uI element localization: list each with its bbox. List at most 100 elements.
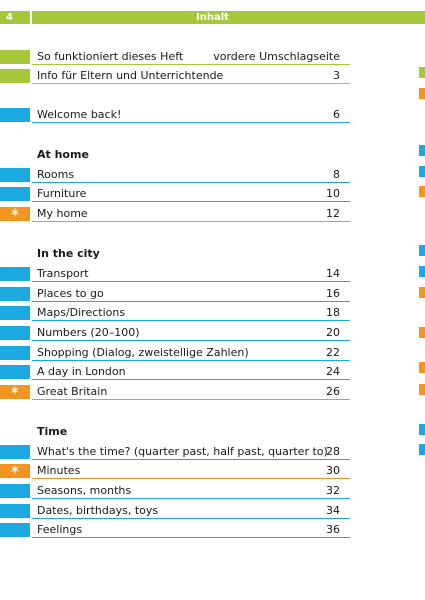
toc-entry-page: 10	[326, 187, 340, 200]
color-marker	[0, 108, 30, 122]
toc-entry-page: 34	[326, 504, 340, 517]
toc-row[interactable]: ✶ Minutes 30	[0, 463, 350, 479]
toc-row-underline	[32, 301, 350, 302]
color-marker	[0, 346, 30, 360]
toc-entry-label: Maps/Directions	[37, 306, 126, 319]
star-marker: ✶	[0, 464, 30, 478]
toc-entry-page: 24	[326, 365, 340, 378]
edge-color-tab	[419, 166, 425, 177]
toc-entry-label: Numbers (20–100)	[37, 326, 140, 339]
toc-row-underline	[32, 518, 350, 519]
toc-entry-label: So funktioniert dieses Heft	[37, 50, 184, 63]
star-marker: ✶	[0, 207, 30, 221]
toc-row[interactable]: Shopping (Dialog, zweistellige Zahlen) 22	[0, 345, 350, 361]
toc-entry-label: Dates, birthdays, toys	[37, 504, 159, 517]
toc-entry-page: 20	[326, 326, 340, 339]
toc-row[interactable]: Numbers (20–100) 20	[0, 325, 350, 341]
toc-row[interactable]: Dates, birthdays, toys 34	[0, 503, 350, 519]
toc-row[interactable]: Maps/Directions 18	[0, 305, 350, 321]
star-icon: ✶	[9, 384, 21, 399]
star-icon: ✶	[9, 206, 21, 221]
color-marker	[0, 69, 30, 83]
toc-row[interactable]: A day in London 24	[0, 364, 350, 380]
edge-color-tab	[419, 327, 425, 338]
toc-row[interactable]: Info für Eltern und Unterrichtende 3	[0, 68, 350, 84]
toc-row-underline	[32, 360, 350, 361]
edge-color-tab	[419, 186, 425, 197]
toc-row-underline	[32, 498, 350, 499]
toc-entry-label: Furniture	[37, 187, 87, 200]
color-marker	[0, 306, 30, 320]
section-heading: In the city	[37, 247, 100, 260]
toc-row[interactable]: Places to go 16	[0, 286, 350, 302]
toc-entry-label: Great Britain	[37, 385, 108, 398]
edge-color-tab	[419, 88, 425, 99]
toc-row[interactable]: Transport 14	[0, 266, 350, 282]
toc-entry-page: 26	[326, 385, 340, 398]
toc-entry-page: 36	[326, 523, 340, 536]
edge-color-tab	[419, 145, 425, 156]
header-bar	[0, 11, 425, 24]
toc-row[interactable]: So funktioniert dieses Heft vordere Umsch…	[0, 49, 350, 65]
color-marker	[0, 445, 30, 459]
color-marker	[0, 50, 30, 64]
toc-entry-label: Places to go	[37, 287, 104, 300]
edge-color-tab	[419, 266, 425, 277]
color-marker	[0, 267, 30, 281]
toc-row[interactable]: Furniture 10	[0, 186, 350, 202]
star-marker: ✶	[0, 385, 30, 399]
toc-entry-label: Transport	[37, 267, 89, 280]
toc-entry-page: vordere Umschlagseite	[213, 50, 340, 63]
color-marker	[0, 168, 30, 182]
toc-row[interactable]: ✶ My home 12	[0, 206, 350, 222]
color-marker	[0, 484, 30, 498]
color-marker	[0, 187, 30, 201]
toc-row-underline	[32, 201, 350, 202]
color-marker	[0, 365, 30, 379]
edge-color-tab	[419, 362, 425, 373]
toc-entry-label: What's the time? (quarter past, half pas…	[37, 445, 328, 458]
toc-row-underline	[32, 83, 350, 84]
toc-row-underline	[32, 182, 350, 183]
star-icon: ✶	[9, 463, 21, 478]
section-heading: At home	[37, 148, 89, 161]
toc-entry-page: 14	[326, 267, 340, 280]
edge-color-tab	[419, 287, 425, 298]
toc-entry-page: 8	[333, 168, 340, 181]
toc-entry-page: 22	[326, 346, 340, 359]
toc-entry-page: 18	[326, 306, 340, 319]
toc-row-underline	[32, 221, 350, 222]
toc-row-underline	[32, 459, 350, 460]
edge-color-tab	[419, 67, 425, 78]
toc-entry-label: Minutes	[37, 464, 81, 477]
color-marker	[0, 504, 30, 518]
toc-entry-label: Info für Eltern und Unterrichtende	[37, 69, 224, 82]
toc-row[interactable]: What's the time? (quarter past, half pas…	[0, 444, 350, 460]
toc-entry-page: 6	[333, 108, 340, 121]
toc-row-underline	[32, 399, 350, 400]
toc-row-underline	[32, 122, 350, 123]
toc-entry-label: My home	[37, 207, 88, 220]
toc-entry-page: 3	[333, 69, 340, 82]
toc-row[interactable]: Rooms 8	[0, 167, 350, 183]
toc-entry-label: A day in London	[37, 365, 126, 378]
edge-color-tab	[419, 384, 425, 395]
toc-entry-label: Seasons, months	[37, 484, 132, 497]
toc-entry-page: 12	[326, 207, 340, 220]
toc-row-underline	[32, 320, 350, 321]
toc-row-underline	[32, 64, 350, 65]
toc-row[interactable]: Seasons, months 32	[0, 483, 350, 499]
page-title: Inhalt	[196, 12, 229, 23]
toc-row-underline	[32, 379, 350, 380]
toc-row-underline	[32, 478, 350, 479]
toc-entry-label: Shopping (Dialog, zweistellige Zahlen)	[37, 346, 249, 359]
edge-color-tab	[419, 245, 425, 256]
toc-row-underline	[32, 281, 350, 282]
toc-entry-page: 30	[326, 464, 340, 477]
toc-entry-label: Rooms	[37, 168, 75, 181]
toc-row[interactable]: ✶ Great Britain 26	[0, 384, 350, 400]
toc-row[interactable]: Welcome back! 6	[0, 107, 350, 123]
toc-row[interactable]: Feelings 36	[0, 522, 350, 538]
section-heading: Time	[37, 425, 68, 438]
toc-row-underline	[32, 537, 350, 538]
